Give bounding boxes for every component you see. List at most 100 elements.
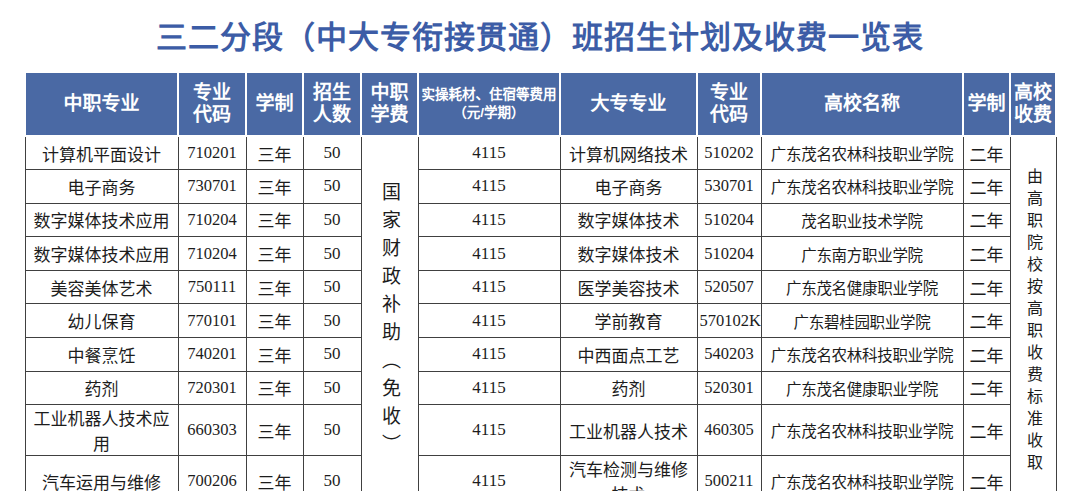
cell-college: 广东茂名农林科技职业学院 (761, 170, 963, 204)
cell-dz-code: 510204 (697, 237, 761, 271)
cell-fee: 4115 (418, 237, 560, 271)
page: 三二分段（中大专衔接贯通）班招生计划及收费一览表 中职专业 专业 代码 学制 招… (0, 0, 1080, 491)
table-row: 幼儿保育 770101 三年 50 4115 学前教育 570102K 广东碧桂… (25, 304, 1056, 338)
cell-zz-major: 电子商务 (25, 170, 178, 204)
cell-college: 广东南方职业学院 (761, 237, 963, 271)
cell-enroll: 50 (303, 237, 361, 271)
cell-enroll: 50 (303, 405, 361, 456)
col-header-dz-code: 专业 代码 (697, 72, 761, 136)
cell-dz-code: 500211 (697, 456, 761, 491)
cell-college: 茂名职业技术学院 (761, 203, 963, 237)
cell-zz-years: 三年 (246, 456, 303, 491)
cell-enroll: 50 (303, 203, 361, 237)
cell-dz-major: 医学美容技术 (560, 270, 697, 304)
table-row: 工业机器人技术应用 660303 三年 50 4115 工业机器人技术 4603… (25, 405, 1056, 456)
cell-enroll: 50 (303, 170, 361, 204)
cell-dz-major: 电子商务 (560, 170, 697, 204)
cell-fee: 4115 (418, 405, 560, 456)
col-header-zz-years: 学制 (246, 72, 303, 136)
cell-zz-major: 药剂 (25, 371, 178, 405)
cell-zz-major: 中餐烹饪 (25, 338, 178, 372)
cell-dz-code: 570102K (697, 304, 761, 338)
cell-zz-code: 750111 (178, 270, 246, 304)
page-title: 三二分段（中大专衔接贯通）班招生计划及收费一览表 (24, 12, 1056, 57)
cell-college: 广东茂名农林科技职业学院 (761, 405, 963, 456)
cell-college: 广东茂名健康职业学院 (761, 371, 963, 405)
cell-enroll: 50 (303, 136, 361, 170)
cell-zz-code: 770101 (178, 304, 246, 338)
cell-fee: 4115 (418, 136, 560, 170)
cell-dz-years: 二年 (963, 270, 1010, 304)
cell-zz-tuition-merged: 国家财政补助（免收） (361, 136, 418, 491)
cell-enroll: 50 (303, 371, 361, 405)
cell-zz-major: 计算机平面设计 (25, 136, 178, 170)
col-header-zz-code: 专业 代码 (178, 72, 246, 136)
cell-dz-major: 药剂 (560, 371, 697, 405)
cell-dz-major: 学前教育 (560, 304, 697, 338)
cell-fee: 4115 (418, 456, 560, 491)
cell-zz-years: 三年 (246, 405, 303, 456)
cell-zz-years: 三年 (246, 203, 303, 237)
cell-zz-years: 三年 (246, 270, 303, 304)
cell-zz-major: 工业机器人技术应用 (25, 405, 178, 456)
col-header-zz-tuition: 中职 学费 (361, 72, 418, 136)
cell-dz-years: 二年 (963, 371, 1010, 405)
cell-zz-major: 幼儿保育 (25, 304, 178, 338)
cell-zz-code: 710201 (178, 136, 246, 170)
cell-enroll: 50 (303, 338, 361, 372)
col-header-dz-years: 学制 (963, 72, 1010, 136)
col-header-college-fee: 高校 收费 (1010, 72, 1056, 136)
cell-dz-years: 二年 (963, 203, 1010, 237)
cell-dz-years: 二年 (963, 237, 1010, 271)
cell-dz-years: 二年 (963, 170, 1010, 204)
cell-dz-code: 530701 (697, 170, 761, 204)
cell-zz-major: 数字媒体技术应用 (25, 237, 178, 271)
table-body: 计算机平面设计 710201 三年 50 国家财政补助（免收） 4115 计算机… (25, 136, 1056, 491)
cell-dz-code: 460305 (697, 405, 761, 456)
cell-dz-code: 540203 (697, 338, 761, 372)
cell-zz-years: 三年 (246, 371, 303, 405)
cell-dz-major: 数字媒体技术 (560, 203, 697, 237)
cell-zz-code: 730701 (178, 170, 246, 204)
cell-zz-years: 三年 (246, 237, 303, 271)
cell-fee: 4115 (418, 270, 560, 304)
cell-zz-code: 720301 (178, 371, 246, 405)
table-row: 数字媒体技术应用 710204 三年 50 4115 数字媒体技术 510204… (25, 203, 1056, 237)
table-row: 汽车运用与维修 700206 三年 50 4115 汽车检测与维修技术 5002… (25, 456, 1056, 491)
cell-dz-years: 二年 (963, 405, 1010, 456)
cell-college: 广东碧桂园职业学院 (761, 304, 963, 338)
cell-fee: 4115 (418, 170, 560, 204)
cell-dz-code: 510204 (697, 203, 761, 237)
cell-dz-code: 520507 (697, 270, 761, 304)
table-row: 药剂 720301 三年 50 4115 药剂 520301 广东茂名健康职业学… (25, 371, 1056, 405)
table-row: 计算机平面设计 710201 三年 50 国家财政补助（免收） 4115 计算机… (25, 136, 1056, 170)
cell-zz-years: 三年 (246, 136, 303, 170)
header-row: 中职专业 专业 代码 学制 招生 人数 中职 学费 实操耗材、住宿等费用 （元/… (25, 72, 1056, 136)
cell-zz-major: 数字媒体技术应用 (25, 203, 178, 237)
cell-dz-years: 二年 (963, 456, 1010, 491)
col-header-college: 高校名称 (761, 72, 963, 136)
cell-enroll: 50 (303, 270, 361, 304)
cell-fee: 4115 (418, 338, 560, 372)
col-header-fee: 实操耗材、住宿等费用 （元/学期） (418, 72, 560, 136)
cell-dz-code: 510202 (697, 136, 761, 170)
cell-zz-code: 740201 (178, 338, 246, 372)
cell-college: 广东茂名农林科技职业学院 (761, 338, 963, 372)
cell-zz-years: 三年 (246, 304, 303, 338)
table-row: 电子商务 730701 三年 50 4115 电子商务 530701 广东茂名农… (25, 170, 1056, 204)
cell-fee: 4115 (418, 371, 560, 405)
cell-zz-years: 三年 (246, 170, 303, 204)
cell-college: 广东茂名健康职业学院 (761, 270, 963, 304)
cell-dz-years: 二年 (963, 136, 1010, 170)
cell-enroll: 50 (303, 304, 361, 338)
table-row: 数字媒体技术应用 710204 三年 50 4115 数字媒体技术 510204… (25, 237, 1056, 271)
table-row: 美容美体艺术 750111 三年 50 4115 医学美容技术 520507 广… (25, 270, 1056, 304)
col-header-enroll: 招生 人数 (303, 72, 361, 136)
col-header-dz-major: 大专专业 (560, 72, 697, 136)
enrollment-fee-table: 中职专业 专业 代码 学制 招生 人数 中职 学费 实操耗材、住宿等费用 （元/… (24, 71, 1057, 491)
cell-college-fee-merged: 由高职院校按高职收费标准收取 (1010, 136, 1056, 491)
cell-zz-code: 710204 (178, 237, 246, 271)
cell-dz-major: 汽车检测与维修技术 (560, 456, 697, 491)
cell-dz-code: 520301 (697, 371, 761, 405)
cell-fee: 4115 (418, 203, 560, 237)
